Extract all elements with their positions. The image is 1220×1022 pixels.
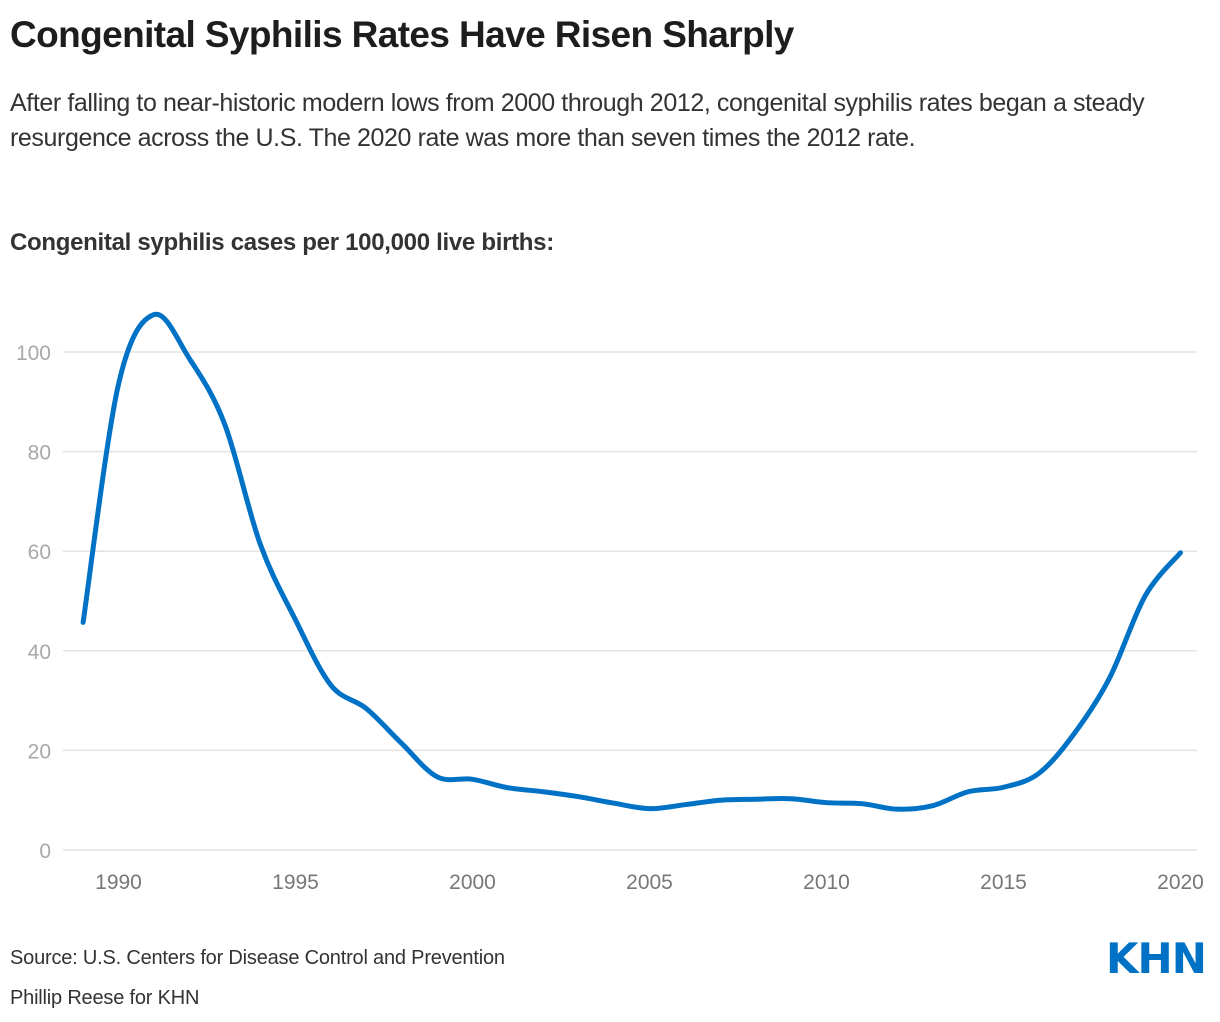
y-tick-label: 80 — [28, 442, 51, 465]
y-tick-label: 0 — [39, 840, 51, 863]
x-tick-label: 2020 — [1157, 871, 1204, 894]
x-tick-label: 1995 — [272, 871, 319, 894]
y-tick-label: 40 — [28, 641, 51, 664]
x-tick-label: 2005 — [626, 871, 673, 894]
gridlines — [63, 351, 1197, 851]
source-note: Source: U.S. Centers for Disease Control… — [10, 947, 505, 969]
credit-note: Phillip Reese for KHN — [10, 987, 200, 1009]
x-tick-label: 2000 — [449, 871, 496, 894]
series-layer — [80, 311, 1183, 812]
x-tick-label: 1990 — [95, 871, 142, 894]
x-tick-label: 2015 — [980, 871, 1027, 894]
x-tick-label: 2010 — [803, 871, 850, 894]
x-axis-ticks: 1990 1995 2000 2005 2010 2015 2020 — [95, 871, 1204, 894]
series-line — [80, 311, 1183, 812]
chart-heading: Congenital syphilis cases per 100,000 li… — [10, 229, 554, 256]
y-axis-ticks: 0 20 40 60 80 100 — [16, 342, 51, 863]
y-tick-label: 60 — [28, 541, 51, 564]
chart-title: Congenital Syphilis Rates Have Risen Sha… — [10, 14, 794, 55]
line-chart: 0 20 40 60 80 100 1990 1995 2000 2005 2010 2015 202… — [16, 311, 1204, 894]
y-tick-label: 100 — [16, 342, 51, 365]
khn-logo: KHN — [1106, 934, 1207, 983]
chart-subtitle: After falling to near-historic modern lo… — [10, 89, 1145, 152]
y-tick-label: 20 — [28, 740, 51, 763]
